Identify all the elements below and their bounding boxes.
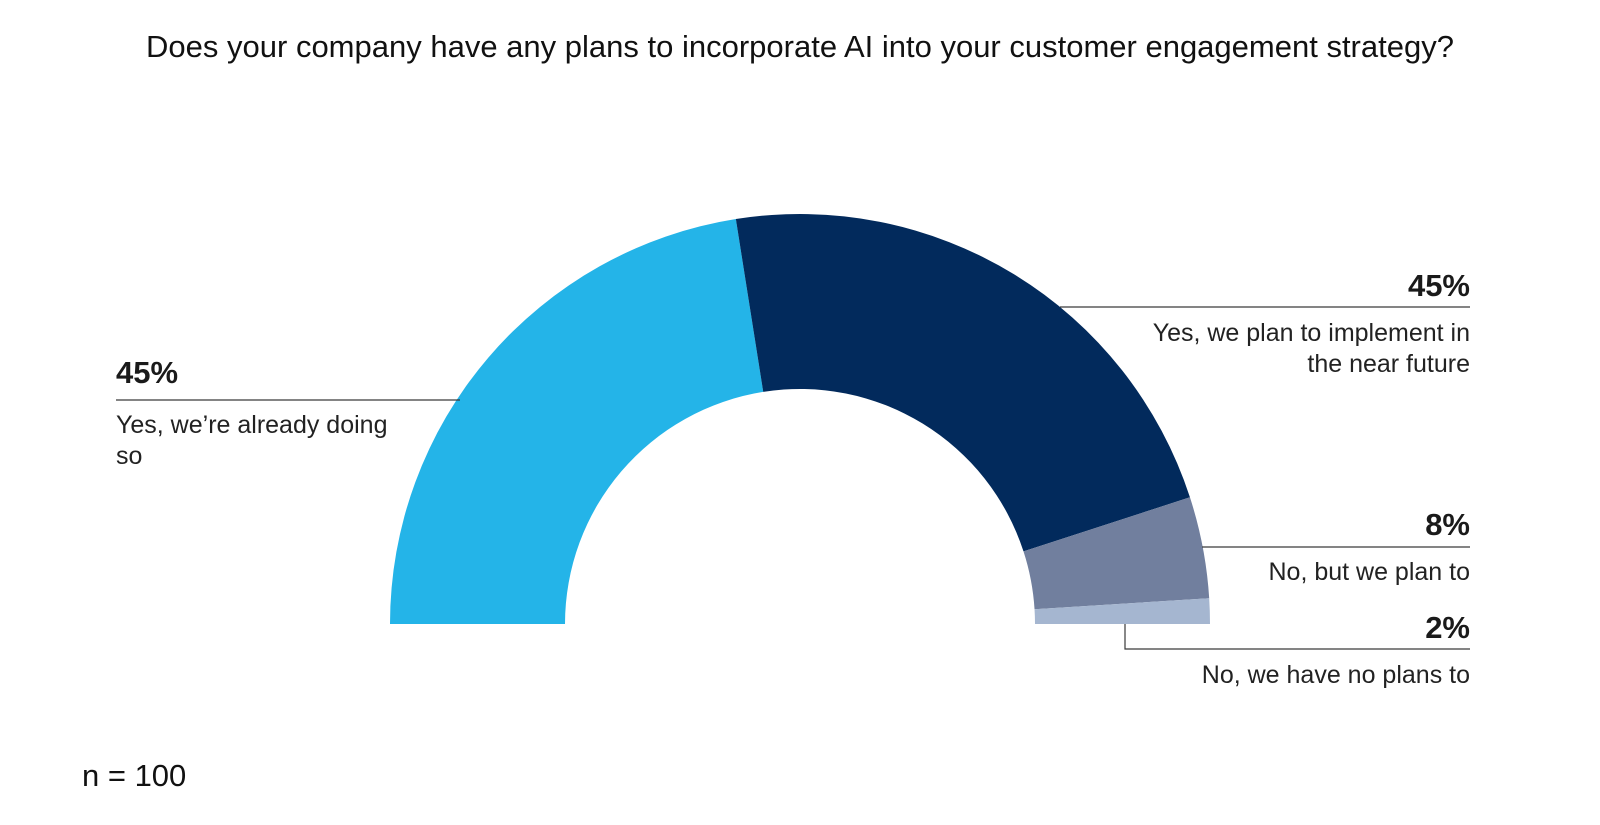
slice-name-label-3: No, but we plan to [1268, 558, 1470, 586]
slice-1 [390, 219, 764, 624]
slice-4 [1034, 598, 1210, 624]
slice-2 [735, 213, 1190, 552]
slice-value-label-3: 8% [1425, 507, 1470, 542]
sample-size-note: n = 100 [82, 758, 187, 793]
slice-value-label-2: 45% [1408, 268, 1470, 303]
slices-group [390, 213, 1210, 624]
slice-name-label-1: Yes, we’re already doing so [116, 411, 387, 470]
slice-name-label-2: Yes, we plan to implement in the near fut… [1153, 319, 1470, 378]
leader-line-4 [1124, 624, 1470, 650]
chart-title: Does your company have any plans to inco… [146, 29, 1454, 64]
labels-group: 45% Yes, we’re already doing so 45% Yes, we … [116, 268, 1470, 689]
slice-3 [1023, 497, 1210, 610]
slice-value-label-4: 2% [1425, 610, 1470, 645]
slice-value-label-1: 45% [116, 355, 178, 390]
slice-name-label-4: No, we have no plans to [1202, 661, 1470, 689]
